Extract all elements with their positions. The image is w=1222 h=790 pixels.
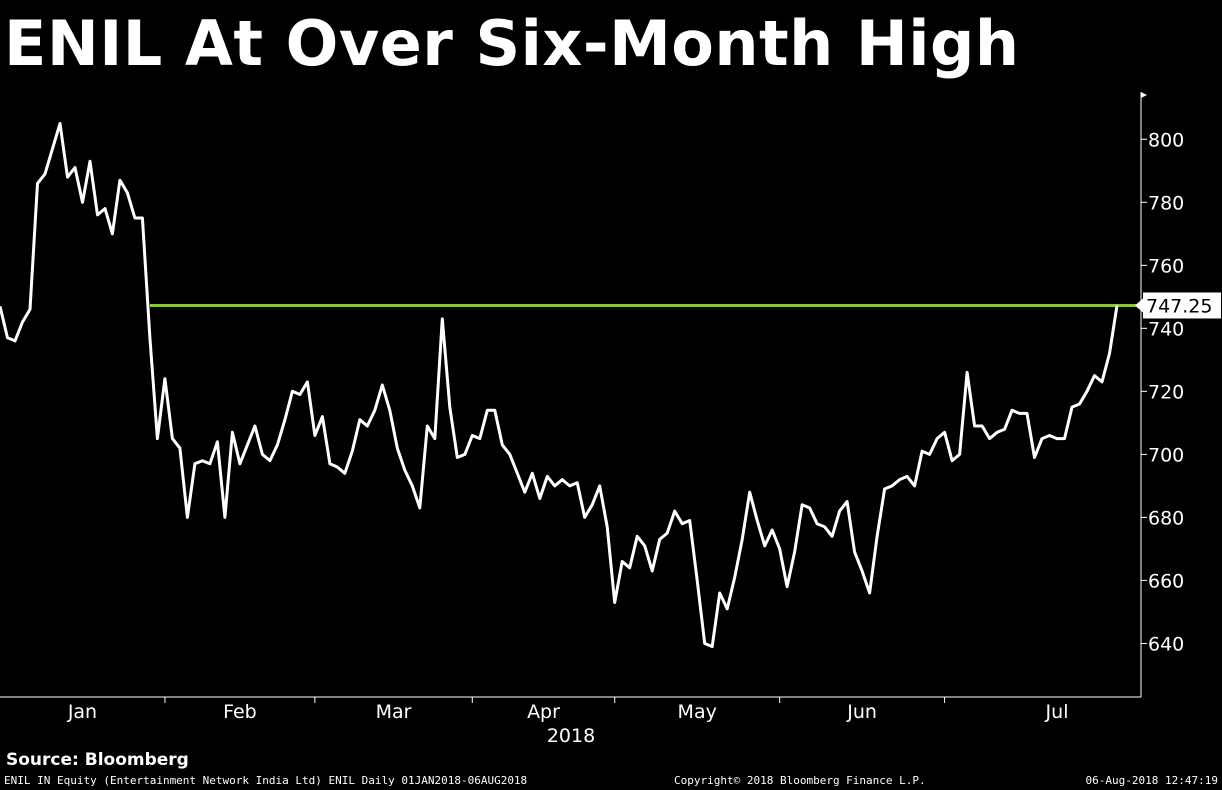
footer-copyright: Copyright© 2018 Bloomberg Finance L.P. [674,774,926,787]
y-tick-label: 760 [1148,255,1184,277]
y-tick-label: 740 [1148,318,1184,340]
footer-timestamp: 06-Aug-2018 12:47:19 [1085,774,1218,787]
month-label: Jun [846,701,877,723]
y-tick-label: 780 [1148,192,1184,214]
last-value-label: 747.25 [1146,295,1212,317]
last-value-badge [1143,292,1221,319]
month-label: Jul [1045,701,1069,723]
last-value-pointer-icon [1135,298,1143,313]
month-label: Feb [223,701,257,723]
y-tick-label: 640 [1148,633,1184,655]
y-axis-arrow-icon [1141,92,1147,98]
y-tick-label: 720 [1148,381,1184,403]
plot-lines [0,122,1141,649]
y-tick-label: 700 [1148,444,1184,466]
y-tick-label: 800 [1148,129,1184,151]
chart-title: ENIL At Over Six-Month High [4,7,1020,80]
x-axis-title: 2018 [547,725,595,747]
month-label: May [678,701,717,723]
y-axis: 640 660 680 700 720 740 760 780 800 747.25 [1135,92,1221,697]
source-note: Source: Bloomberg [6,750,189,770]
price-series-line [0,122,1119,649]
y-tick-label: 660 [1148,570,1184,592]
y-tick-label: 680 [1148,507,1184,529]
month-label: Mar [376,701,412,723]
month-label: Apr [527,701,560,723]
footer-security-info: ENIL IN Equity (Entertainment Network In… [4,774,528,787]
x-axis: Jan Feb Mar Apr May Jun Jul [0,696,1141,723]
month-label: Jan [67,701,97,723]
